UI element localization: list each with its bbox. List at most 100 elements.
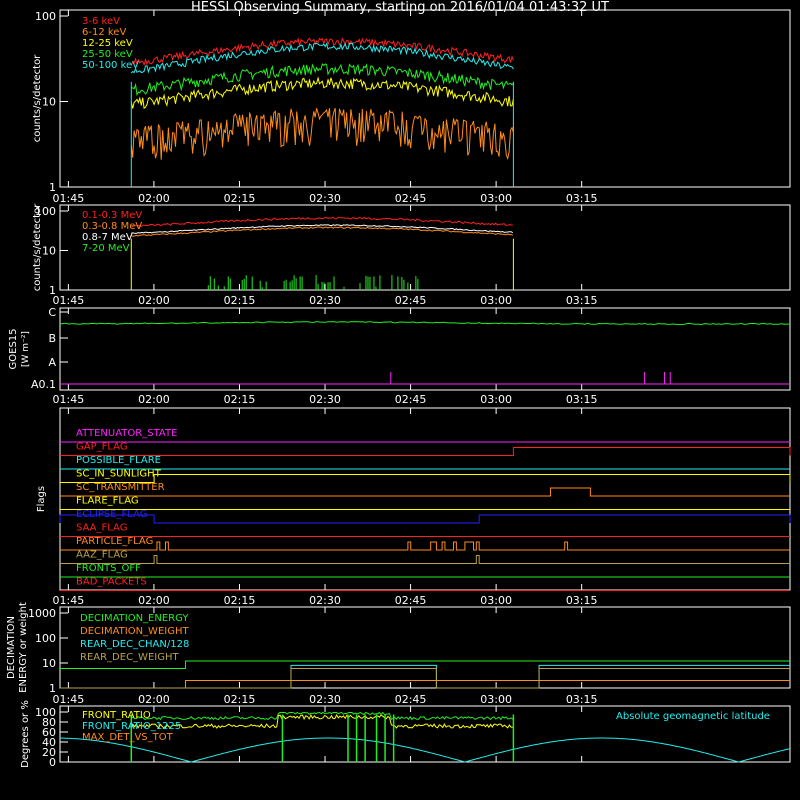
- x-tick-label: 02:15: [224, 393, 256, 406]
- flag-line: [60, 474, 791, 483]
- x-tick-label: 02:45: [395, 294, 427, 307]
- flag-label: SC_TRANSMITTER: [76, 482, 165, 493]
- legend-entry: 6-12 keV: [82, 27, 126, 38]
- legend-entry: 0.3-0.8 MeV: [82, 221, 142, 232]
- series-line: [131, 216, 513, 228]
- series-line: [130, 76, 514, 110]
- y-tick-label: A: [48, 356, 56, 369]
- x-tick-label: 02:00: [138, 594, 170, 607]
- flag-label: SC_IN_SUNLIGHT: [76, 469, 162, 480]
- x-tick-label: 02:45: [395, 594, 427, 607]
- series-line: [60, 679, 790, 689]
- y-tick-label: C: [48, 306, 56, 319]
- x-tick-label: 03:15: [566, 393, 598, 406]
- x-tick-label: 02:30: [309, 594, 341, 607]
- annotation: Absolute geomagnetic latitude: [616, 711, 770, 722]
- x-tick-label: 02:00: [138, 393, 170, 406]
- y-axis-label: counts/s/detector: [32, 203, 43, 291]
- x-tick-label: 01:45: [53, 693, 85, 706]
- series-line: [131, 224, 514, 234]
- legend-entry: DECIMATION_WEIGHT: [80, 626, 189, 637]
- x-tick-label: 02:45: [395, 693, 427, 706]
- legend-entry: DECIMATION_ENERGY: [80, 613, 189, 624]
- y-axis-label-2: ENERGY or weight: [18, 602, 29, 693]
- y-tick-label: 20: [42, 746, 56, 759]
- panel-frame-3: [59, 307, 791, 391]
- x-tick-label: 03:00: [480, 393, 512, 406]
- y-tick-label: A0.1: [31, 378, 56, 391]
- legend-entry: FRONT_RATIO: [82, 710, 151, 721]
- y-axis-label: DECIMATION: [6, 616, 17, 679]
- x-tick-label: 03:15: [566, 693, 598, 706]
- y-tick-label: 1: [49, 284, 56, 297]
- x-tick-label: 01:45: [53, 192, 85, 205]
- x-tick-label: 02:30: [309, 294, 341, 307]
- flag-label: ATTENUATOR_STATE: [76, 428, 177, 439]
- x-tick-label: 02:00: [138, 693, 170, 706]
- series-line: [60, 660, 790, 670]
- flag-label: ECLIPSE_FLAG: [76, 509, 147, 520]
- series-line: [60, 668, 790, 689]
- x-tick-label: 03:15: [566, 192, 598, 205]
- x-tick-label: 02:15: [224, 594, 256, 607]
- flag-label: FLARE_FLAG: [76, 496, 139, 507]
- series-line: [130, 108, 514, 161]
- y-tick-label: 0: [49, 756, 56, 769]
- x-tick-label: 02:15: [224, 192, 256, 205]
- y-tick-label: 1000: [28, 607, 56, 620]
- x-tick-label: 02:30: [309, 393, 341, 406]
- y-tick-label: 100: [35, 205, 56, 218]
- legend-entry: FRONT_RATIO_1225: [82, 721, 181, 732]
- y-tick-label: B: [48, 332, 56, 345]
- series-line: [131, 711, 514, 721]
- flag-line: [60, 541, 790, 551]
- x-tick-label: 01:45: [53, 393, 85, 406]
- y-tick-label: 100: [35, 632, 56, 645]
- flag-label: PARTICLE_FLAG: [76, 536, 153, 547]
- series-line: [59, 321, 790, 326]
- series-line: [131, 226, 513, 237]
- x-tick-label: 02:00: [138, 294, 170, 307]
- x-tick-label: 03:00: [480, 294, 512, 307]
- legend-entry: REAR_DEC_CHAN/128: [80, 639, 189, 650]
- flag-line: [59, 514, 791, 524]
- series-line: [60, 737, 791, 763]
- legend-entry: 3-6 keV: [82, 16, 120, 27]
- legend-entry: MAX_DET_VS_TOT: [82, 732, 174, 743]
- flag-label: AAZ_FLAG: [76, 550, 128, 561]
- flag-label: SAA_FLAG: [76, 523, 127, 534]
- y-axis-unit: [W m⁻²]: [21, 331, 31, 367]
- y-tick-label: 10: [42, 657, 56, 670]
- panel-frame-1: [59, 9, 791, 188]
- x-tick-label: 02:45: [395, 393, 427, 406]
- x-tick-label: 03:00: [480, 693, 512, 706]
- legend-entry: 0.1-0.3 MeV: [82, 210, 142, 221]
- y-tick-label: 80: [42, 716, 56, 729]
- y-tick-label: 60: [42, 726, 56, 739]
- x-tick-label: 02:30: [309, 693, 341, 706]
- legend-entry: 25-50 keV: [82, 49, 133, 60]
- x-tick-label: 03:15: [566, 594, 598, 607]
- x-tick-label: 02:15: [224, 294, 256, 307]
- y-tick-label: 1: [49, 181, 56, 194]
- y-tick-label: 10: [42, 245, 56, 258]
- x-tick-label: 02:00: [138, 192, 170, 205]
- legend-entry: 0.8-7 MeV: [82, 232, 133, 243]
- y-axis-label: Flags: [36, 486, 47, 512]
- legend-entry: REAR_DEC_WEIGHT: [80, 652, 179, 663]
- flag-line: [60, 555, 790, 564]
- legend-entry: 50-100 keV: [82, 60, 139, 71]
- x-tick-label: 03:00: [480, 192, 512, 205]
- flag-line: [60, 487, 790, 497]
- series-line: [130, 713, 513, 729]
- y-tick-label: 100: [35, 706, 56, 719]
- chart-title: HESSI Observing Summary, starting on 201…: [191, 0, 609, 15]
- y-axis-label: GOES15: [8, 328, 19, 369]
- flag-line: [60, 447, 791, 456]
- y-tick-label: 1: [49, 682, 56, 695]
- panel-frame-5: [59, 606, 791, 689]
- flag-label: POSSIBLE_FLARE: [76, 455, 161, 466]
- x-tick-label: 02:30: [309, 192, 341, 205]
- y-axis-label: Degrees or %: [20, 700, 31, 768]
- series-line: [131, 63, 514, 97]
